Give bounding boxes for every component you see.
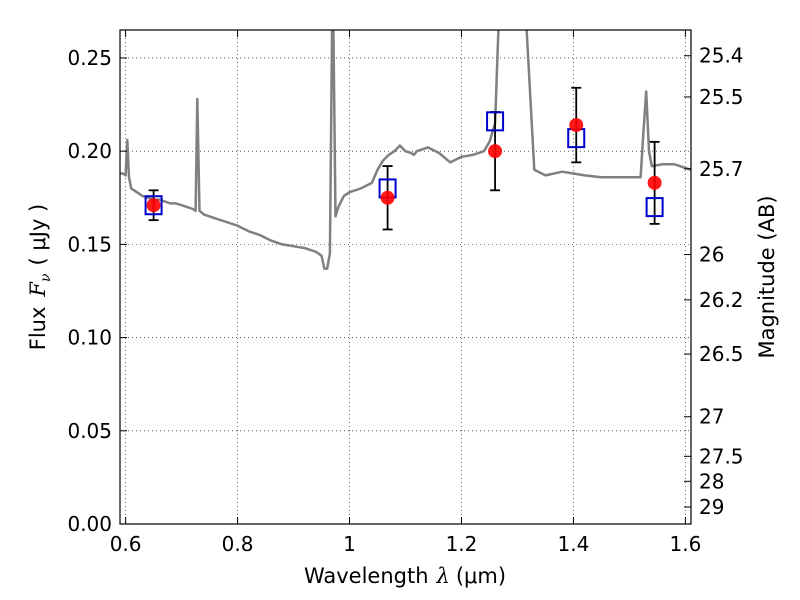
magnitude-tick-label: 25.7 bbox=[699, 157, 744, 181]
x-tick-label: 0.6 bbox=[110, 532, 142, 556]
magnitude-tick-label: 25.4 bbox=[699, 44, 744, 68]
x-tick-label: 1 bbox=[343, 532, 356, 556]
magnitude-tick-label: 26.2 bbox=[699, 288, 744, 312]
x-tick-label: 0.8 bbox=[222, 532, 254, 556]
plot-frame bbox=[119, 29, 692, 525]
x-tick-label: 1.4 bbox=[558, 532, 590, 556]
observed-point bbox=[488, 144, 503, 159]
magnitude-tick-label: 26 bbox=[699, 243, 724, 267]
magnitude-tick-label: 27.5 bbox=[699, 444, 744, 468]
observed-point bbox=[380, 190, 395, 205]
x-axis: 0.6 0.8 1 1.2 1.4 1.6 bbox=[110, 30, 701, 556]
observed-point bbox=[146, 198, 161, 213]
magnitude-tick-label: 27 bbox=[699, 405, 724, 429]
y-axis: 0.00 0.05 0.10 0.15 0.20 0.25 bbox=[67, 46, 127, 536]
y-tick-label: 0.15 bbox=[67, 232, 112, 256]
y-axis-label: FluxFν( μJy ) bbox=[26, 204, 54, 350]
plot-background bbox=[120, 30, 691, 524]
x-tick-label: 1.2 bbox=[446, 532, 478, 556]
x-axis-label: Wavelength λ (μm) bbox=[304, 564, 506, 588]
spectrum-line bbox=[120, 30, 691, 270]
magnitude-tick-label: 28 bbox=[699, 469, 724, 493]
model-point bbox=[486, 111, 505, 132]
observed-point bbox=[569, 118, 584, 133]
magnitude-tick-label: 26.5 bbox=[699, 342, 744, 366]
magnitude-axis-label: Magnitude (AB) bbox=[755, 195, 779, 358]
y-tick-label: 0.05 bbox=[67, 419, 112, 443]
y-tick-label: 0.20 bbox=[67, 139, 112, 163]
model-point bbox=[144, 195, 163, 216]
points-layer bbox=[144, 86, 664, 231]
y-tick-label: 0.10 bbox=[67, 326, 112, 350]
spectrum-layer bbox=[120, 30, 691, 270]
y-tick-label: 0.25 bbox=[67, 46, 112, 70]
y-tick-label: 0.00 bbox=[67, 512, 112, 536]
model-point bbox=[645, 197, 664, 218]
magnitude-tick-label: 25.5 bbox=[699, 85, 744, 109]
x-tick-label: 1.6 bbox=[669, 532, 701, 556]
observed-point bbox=[647, 175, 662, 190]
magnitude-tick-label: 29 bbox=[699, 495, 724, 519]
